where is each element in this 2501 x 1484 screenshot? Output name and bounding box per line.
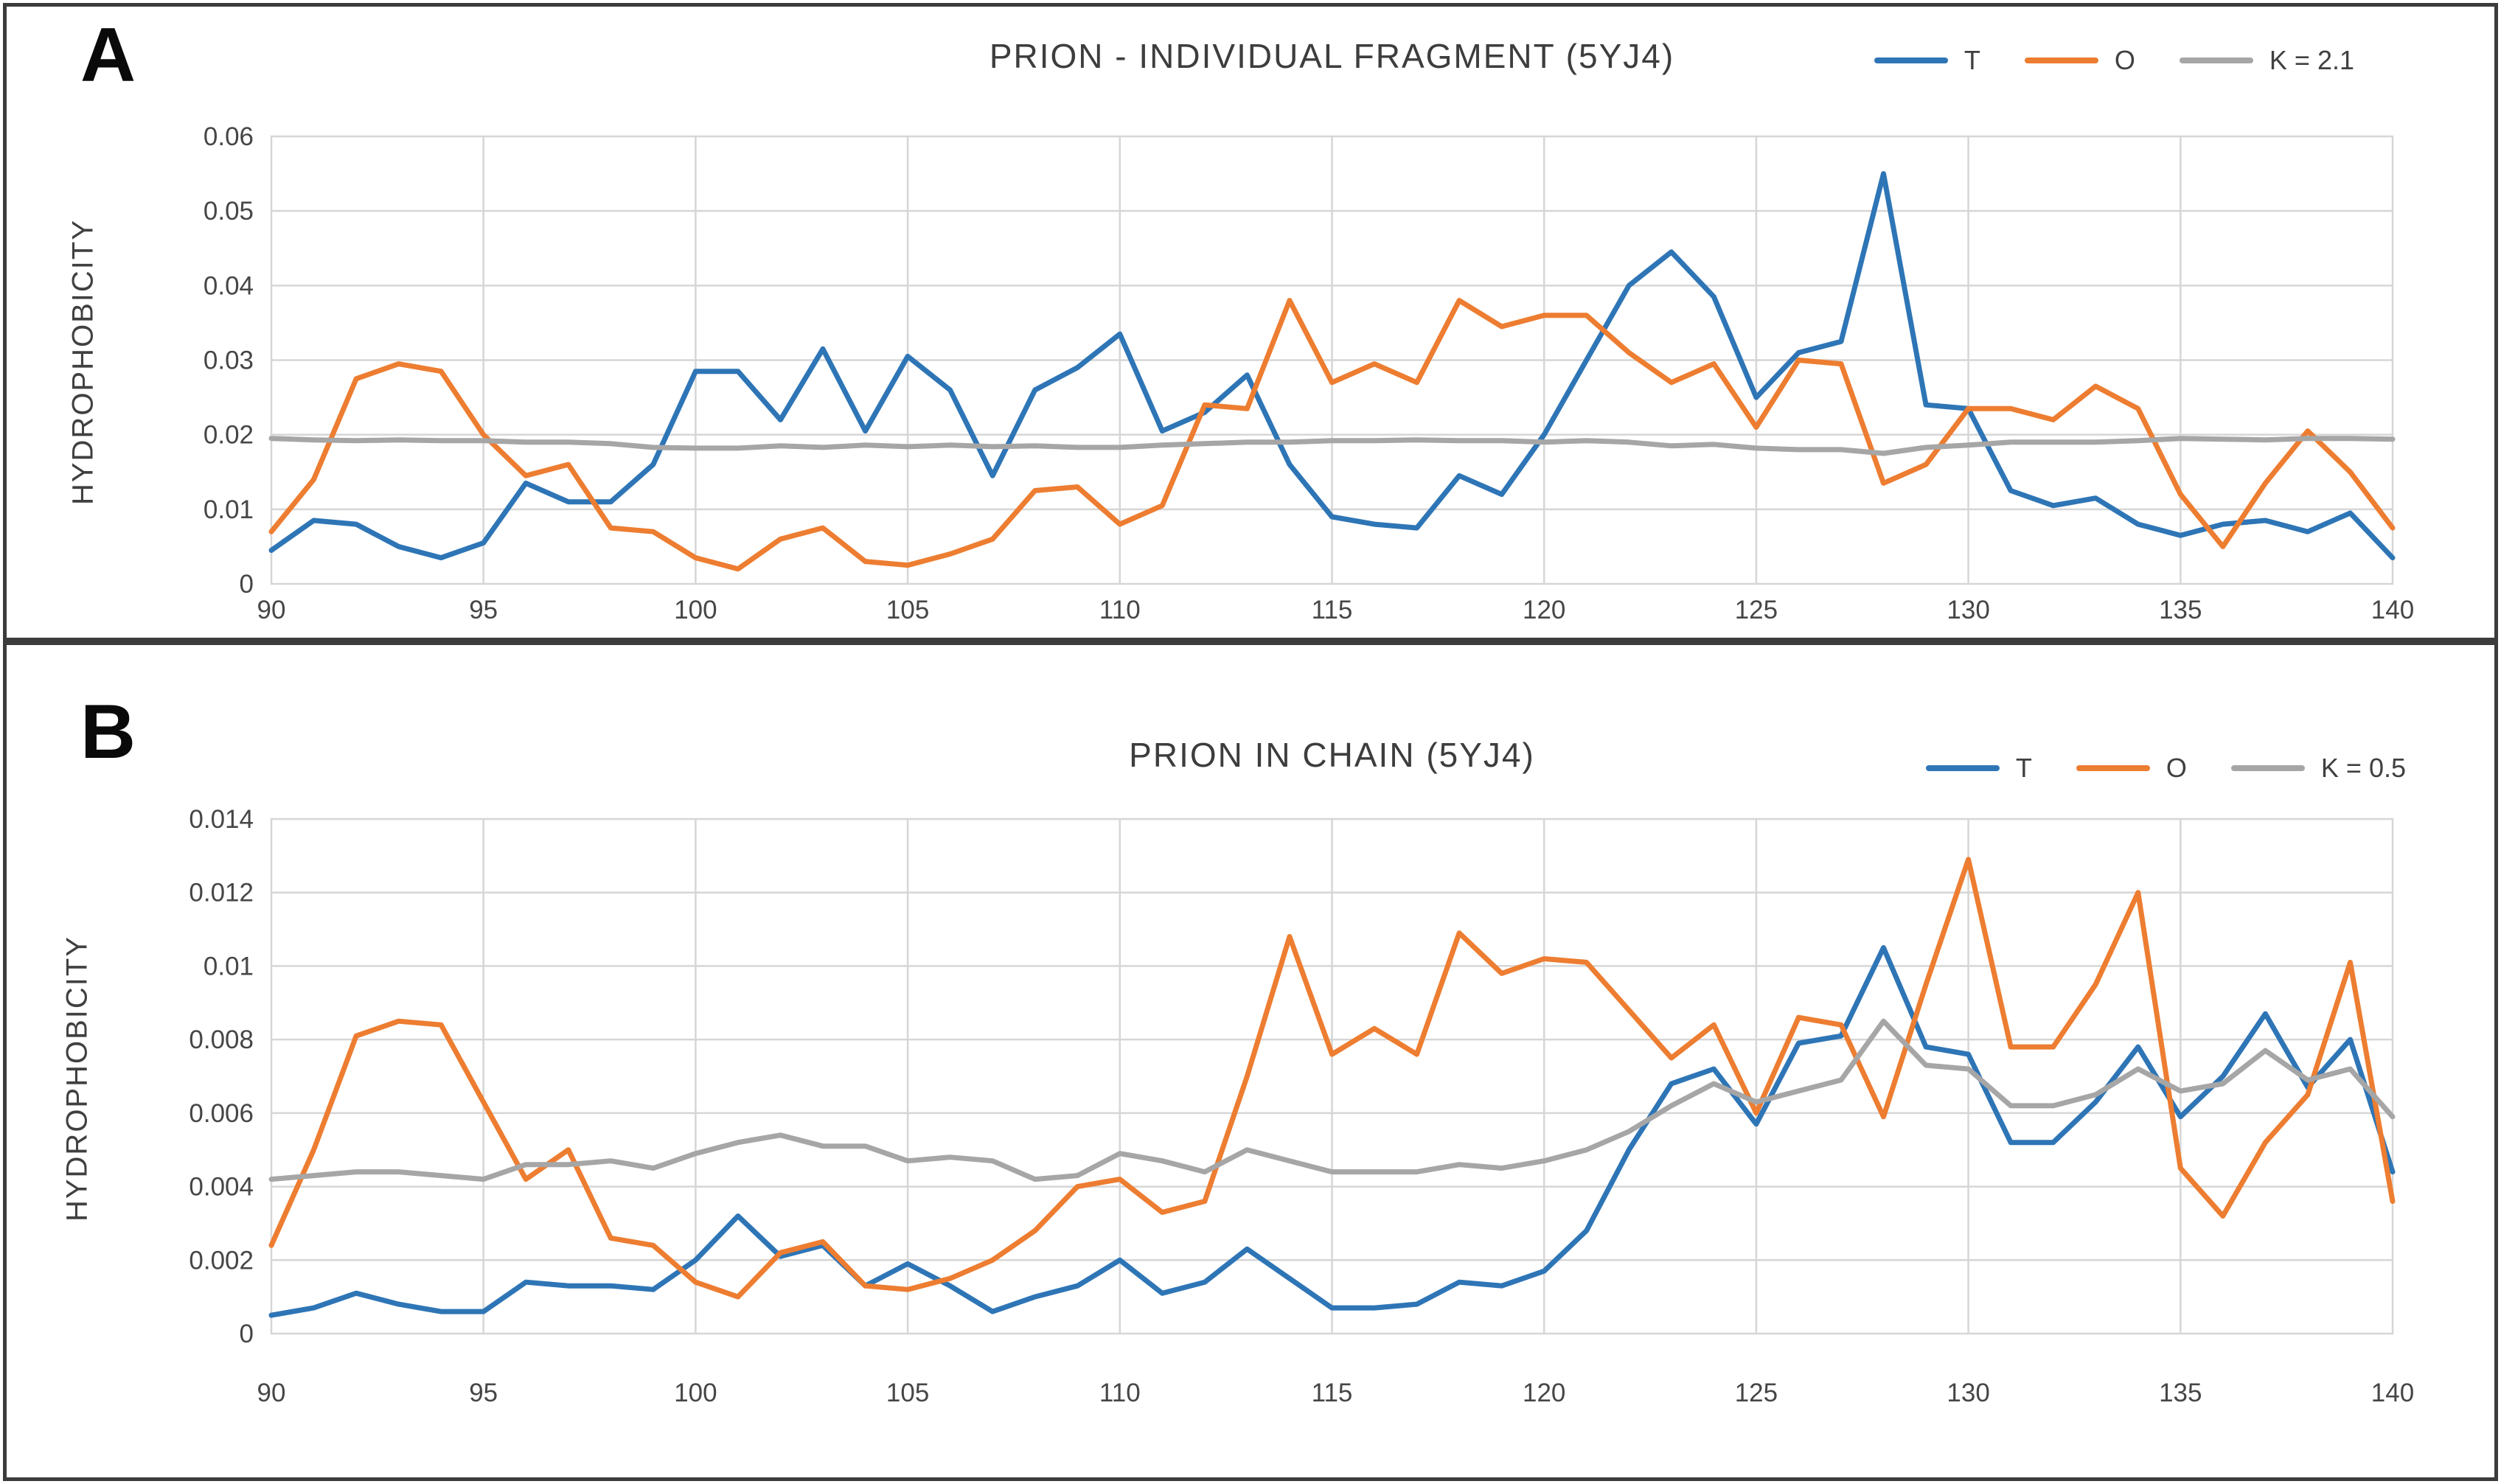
y-tick-label: 0.01: [204, 952, 254, 980]
x-tick-label: 100: [674, 596, 717, 624]
x-tick-label: 120: [1523, 1379, 1565, 1407]
x-tick-label: 140: [2371, 596, 2414, 624]
panel-B: B PRION IN CHAIN (5YJ4) T O K = 0.5 HYDR…: [3, 641, 2498, 1481]
legend-item-K: K = 2.1: [2179, 45, 2354, 76]
series-line-T: [268, 171, 2396, 561]
y-tick-label: 0.006: [189, 1099, 254, 1128]
legend-item-O: O: [2024, 45, 2135, 76]
legend-A: T O K = 2.1: [1874, 45, 2354, 76]
series-line-T: [268, 945, 2396, 1318]
legend-item-K: K = 0.5: [2230, 753, 2406, 784]
x-tick-label: 110: [1099, 596, 1141, 624]
x-tick-label: 105: [886, 596, 929, 624]
x-tick-label: 95: [469, 596, 498, 624]
y-tick-label: 0.002: [189, 1246, 254, 1275]
legend-line-icon: [2024, 58, 2098, 63]
x-tick-label: 90: [257, 1379, 286, 1407]
panel-A: A PRION - INDIVIDUAL FRAGMENT (5YJ4) T O…: [3, 3, 2498, 641]
x-tick-label: 125: [1735, 1379, 1778, 1407]
legend-line-icon: [2076, 765, 2150, 771]
legend-label: K = 0.5: [2320, 753, 2406, 783]
series-line-K = 2.1: [268, 436, 2396, 456]
x-tick-label: 130: [1947, 596, 1989, 624]
series-line-O: [268, 857, 2396, 1300]
legend-item-T: T: [1874, 45, 1980, 76]
y-tick-label: 0.06: [204, 122, 254, 151]
plot-B: 90 95 100 105 110 115 120 125 130 135 140 0 0.002 0.0…: [189, 805, 2414, 1407]
y-tick-label: 0.008: [189, 1025, 254, 1054]
x-tick-label: 135: [2159, 1379, 2202, 1407]
series-line-K = 0.5: [268, 1018, 2396, 1182]
y-tick-label: 0.01: [204, 495, 254, 524]
legend-line-icon: [2179, 58, 2253, 63]
series-line-O: [268, 298, 2396, 572]
x-tick-label: 140: [2371, 1379, 2414, 1407]
panel-label-B: B: [80, 689, 136, 775]
x-tick-label: 135: [2159, 596, 2202, 624]
panel-label-A: A: [80, 13, 136, 98]
chart-title-B: PRION IN CHAIN (5YJ4): [1129, 736, 1535, 774]
x-tick-label: 125: [1735, 596, 1778, 624]
legend-label: K = 2.1: [2269, 45, 2354, 75]
x-tick-label: 115: [1312, 596, 1353, 624]
x-tick-label: 115: [1312, 1379, 1353, 1407]
y-tick-label: 0.004: [189, 1173, 254, 1202]
legend-label: T: [2015, 753, 2032, 783]
x-tick-label: 105: [886, 1379, 929, 1407]
legend-label: T: [1963, 45, 1980, 75]
chart-title-A: PRION - INDIVIDUAL FRAGMENT (5YJ4): [989, 37, 1675, 75]
y-tick-label: 0.012: [189, 879, 254, 908]
x-tick-label: 100: [674, 1379, 717, 1407]
y-tick-label: 0.04: [204, 271, 254, 300]
legend-line-icon: [1874, 58, 1948, 63]
x-tick-label: 120: [1523, 596, 1565, 624]
legend-item-O: O: [2076, 753, 2187, 784]
x-tick-label: 130: [1947, 1379, 1989, 1407]
y-tick-label: 0: [240, 570, 254, 599]
legend-line-icon: [2230, 765, 2305, 771]
y-tick-label: 0.05: [204, 197, 254, 226]
legend-item-T: T: [1925, 753, 2032, 784]
x-tick-label: 95: [469, 1379, 498, 1407]
y-tick-label: 0: [240, 1320, 254, 1348]
x-tick-label: 110: [1099, 1379, 1141, 1407]
legend-label: O: [2166, 753, 2187, 783]
x-tick-label: 90: [257, 596, 286, 624]
legend-B: T O K = 0.5: [1925, 753, 2406, 784]
legend-line-icon: [1925, 765, 2000, 771]
y-tick-label: 0.014: [189, 805, 254, 834]
y-tick-label: 0.02: [204, 421, 254, 450]
y-tick-label: 0.03: [204, 346, 254, 375]
plot-A: 90 95 100 105 110 115 120 125 130 135 140 0 0.01 0.02…: [204, 122, 2414, 624]
legend-label: O: [2114, 45, 2135, 75]
